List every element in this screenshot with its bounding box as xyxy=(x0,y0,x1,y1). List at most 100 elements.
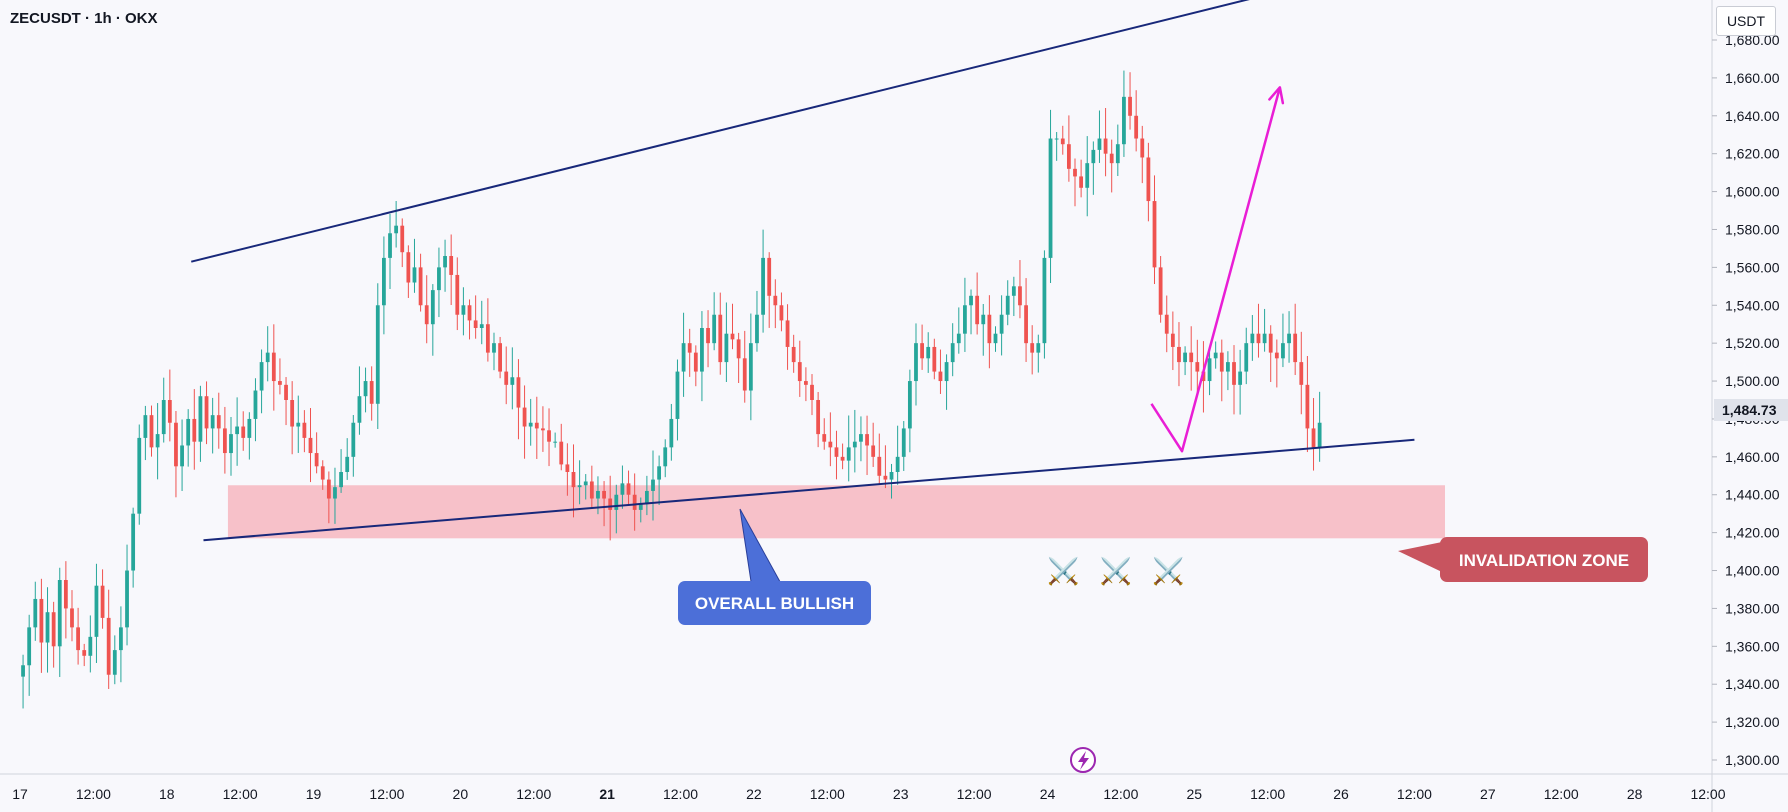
candle-body xyxy=(418,267,423,306)
candle-body xyxy=(571,472,576,488)
lightning-event-icon xyxy=(1070,747,1096,773)
candle-body xyxy=(1274,352,1279,359)
candle-body xyxy=(1054,138,1059,140)
candle-body xyxy=(235,426,240,435)
candle-body xyxy=(791,346,796,363)
candle-body xyxy=(932,346,937,372)
swords-emoji-annotation: ⚔️ ⚔️ ⚔️ xyxy=(1047,556,1191,587)
candle-body xyxy=(895,456,900,472)
candle-body xyxy=(1281,343,1285,359)
candle-body xyxy=(1293,333,1298,363)
candle-body xyxy=(1164,314,1169,334)
price-tick-label: 1,620.00 xyxy=(1725,146,1780,162)
candle-body xyxy=(131,513,136,571)
candle-body xyxy=(657,466,662,480)
candle-body xyxy=(559,441,564,465)
candle-body xyxy=(516,377,521,408)
candle-body xyxy=(100,585,105,618)
candle-body xyxy=(1256,333,1261,344)
candle-body xyxy=(39,598,44,643)
candle-body xyxy=(938,371,943,382)
candle-body xyxy=(1268,333,1273,353)
candle-body xyxy=(583,481,588,486)
candle-body xyxy=(663,447,668,467)
candle-body xyxy=(241,426,246,438)
candle-body xyxy=(871,445,876,457)
candle-body xyxy=(700,328,704,372)
candle-body xyxy=(1097,138,1102,150)
upper-trendline xyxy=(191,0,1250,263)
candle-body xyxy=(167,400,172,423)
candle-body xyxy=(907,381,912,429)
candle-body xyxy=(596,490,600,499)
candle-body xyxy=(1146,157,1151,202)
candle-body xyxy=(1091,149,1096,164)
candle-body xyxy=(1024,305,1028,344)
price-tick-label: 1,560.00 xyxy=(1725,259,1780,275)
time-tick-label: 12:00 xyxy=(516,786,551,802)
candle-body xyxy=(345,456,350,472)
candle-body xyxy=(296,422,301,427)
candle-body xyxy=(351,422,356,457)
candle-body xyxy=(186,418,191,446)
candle-body xyxy=(522,407,527,427)
candle-body xyxy=(63,580,68,609)
candle-body xyxy=(736,339,741,359)
time-tick-label: 23 xyxy=(893,786,909,802)
candle-body xyxy=(1177,346,1181,363)
price-tick-label: 1,420.00 xyxy=(1725,525,1780,541)
candle-body xyxy=(987,314,992,344)
candle-body xyxy=(669,418,674,448)
candle-body xyxy=(528,422,533,427)
candle-body xyxy=(730,333,735,340)
candle-body xyxy=(94,585,99,637)
candle-body xyxy=(675,371,680,419)
candle-body xyxy=(1152,201,1157,268)
currency-selector[interactable]: USDT xyxy=(1716,6,1776,36)
candle-body xyxy=(1122,96,1126,145)
candle-body xyxy=(1262,333,1267,344)
symbol-title[interactable]: ZECUSDT · 1h · OKX xyxy=(10,10,158,27)
candle-body xyxy=(27,627,32,666)
candle-body xyxy=(541,428,545,431)
candle-body xyxy=(1085,163,1090,188)
candle-body xyxy=(810,384,814,400)
candle-body xyxy=(877,456,882,476)
time-tick-label: 12:00 xyxy=(1544,786,1579,802)
price-tick-label: 1,400.00 xyxy=(1725,563,1780,579)
candle-body xyxy=(534,422,539,429)
candle-body xyxy=(479,324,484,328)
candle-series xyxy=(21,70,1322,709)
price-tick-label: 1,660.00 xyxy=(1725,70,1780,86)
time-tick-label: 25 xyxy=(1186,786,1202,802)
candle-body xyxy=(76,627,80,651)
price-tick-label: 1,580.00 xyxy=(1725,221,1780,237)
candle-body xyxy=(614,494,619,510)
current-price-tag xyxy=(1714,398,1788,421)
candle-body xyxy=(724,333,729,363)
price-tick-label: 1,340.00 xyxy=(1725,676,1780,692)
time-tick-label: 24 xyxy=(1040,786,1056,802)
time-tick-label: 20 xyxy=(453,786,469,802)
candle-body xyxy=(608,498,613,510)
candle-body xyxy=(284,384,288,400)
candle-body xyxy=(320,466,325,480)
candle-body xyxy=(651,479,655,491)
candle-body xyxy=(357,396,362,423)
candle-body xyxy=(394,225,399,234)
time-tick-label: 21 xyxy=(599,786,615,802)
candle-body xyxy=(106,617,111,675)
candle-body xyxy=(1073,168,1077,177)
candle-body xyxy=(926,346,931,359)
callout-pointer xyxy=(1398,542,1442,572)
price-tick-label: 1,360.00 xyxy=(1725,638,1780,654)
candle-body xyxy=(547,430,551,442)
candle-body xyxy=(210,415,215,429)
candle-body xyxy=(278,381,282,385)
candle-body xyxy=(1232,362,1236,385)
candle-body xyxy=(467,305,472,321)
candle-body xyxy=(149,415,154,448)
candle-body xyxy=(363,381,368,397)
candle-body xyxy=(1238,371,1243,385)
